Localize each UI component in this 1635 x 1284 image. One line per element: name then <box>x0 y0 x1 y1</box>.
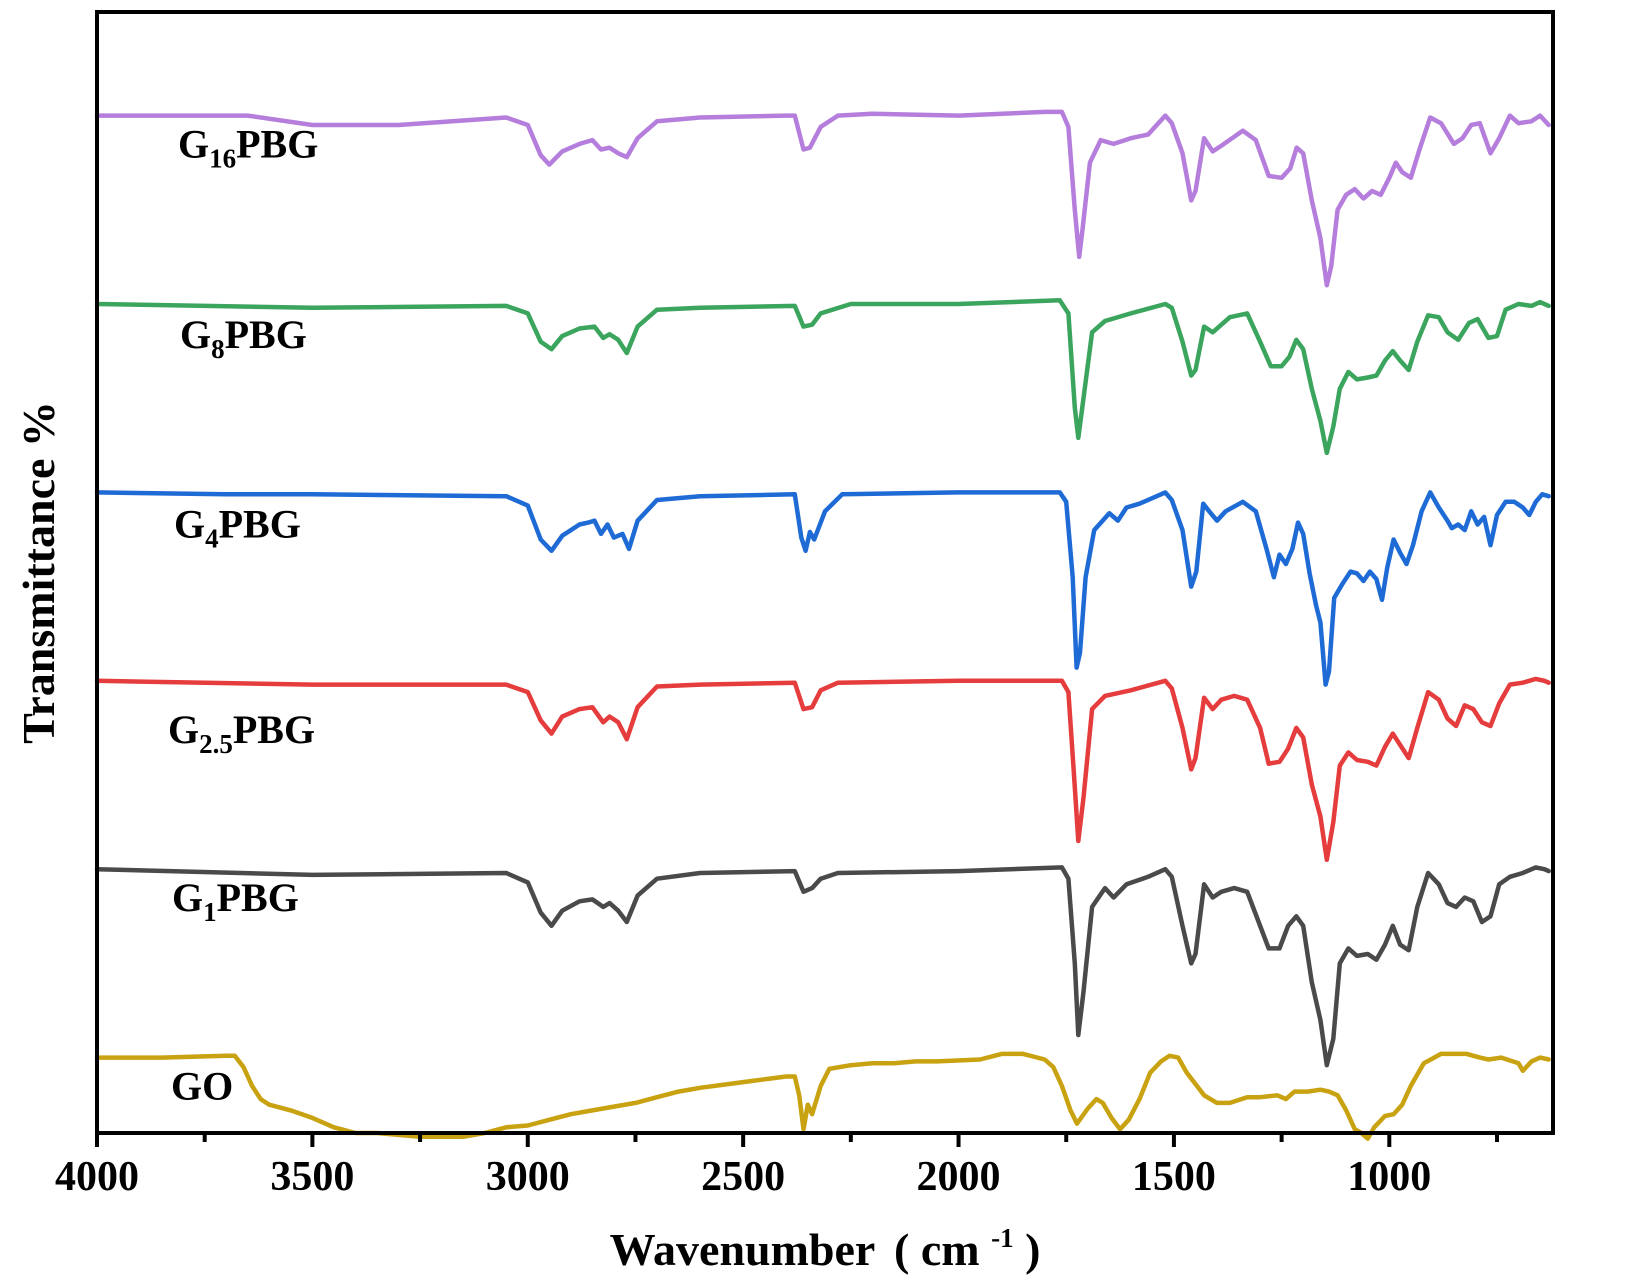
x-tick-label: 4000 <box>55 1154 139 1200</box>
x-tick-label: 1000 <box>1347 1154 1431 1200</box>
x-axis-title-unit: cm <box>921 1224 980 1275</box>
series-label-suffix: PBG <box>219 501 301 546</box>
series-label-suffix: PBG <box>225 312 307 357</box>
x-axis-title-unit-close: ) <box>1025 1224 1040 1275</box>
x-tick-label: 2500 <box>701 1154 785 1200</box>
series-line-g2-5pbg <box>94 676 1551 863</box>
series-label-g8pbg: G8PBG <box>180 312 307 364</box>
series-label-base: G <box>174 501 205 546</box>
x-tick-layer: 4000 3500 3000 2500 2000 1500 1000 <box>55 1133 1499 1200</box>
x-axis-title-text: Wavenumber <box>610 1224 875 1275</box>
series-label-subscript: 4 <box>205 523 219 553</box>
series-label-subscript: 2.5 <box>199 729 233 759</box>
series-label-base: G <box>168 707 199 752</box>
series-line-g1pbg <box>94 865 1551 1068</box>
x-tick-label: 3500 <box>270 1154 354 1200</box>
series-label-g16pbg: G16PBG <box>178 122 318 174</box>
series-label-base: G <box>180 312 211 357</box>
series-label-g1pbg: G1PBG <box>172 875 299 927</box>
y-axis-title: Transmittance % <box>13 401 64 744</box>
series-label-suffix: PBG <box>233 707 315 752</box>
series-label-suffix: PBG <box>217 875 299 920</box>
series-label-base: G <box>172 875 203 920</box>
x-tick-label: 3000 <box>486 1154 570 1200</box>
series-layer <box>94 109 1551 1141</box>
series-line-g8pbg <box>94 298 1551 456</box>
x-axis-title-unit-sup: -1 <box>991 1223 1014 1253</box>
plot-frame <box>95 10 1555 1135</box>
series-label-base: G <box>178 122 209 167</box>
x-axis-title: Wavenumber ( cm -1 ) <box>610 1206 1041 1275</box>
x-axis-title-unit-open: ( <box>894 1224 909 1275</box>
series-label-subscript: 1 <box>203 897 217 927</box>
series-line-go <box>94 1051 1551 1141</box>
series-label-suffix: PBG <box>236 122 318 167</box>
series-label-go: GO <box>171 1064 233 1109</box>
series-label-g4pbg: G4PBG <box>174 501 301 553</box>
series-line-g16pbg <box>94 109 1551 288</box>
x-tick-label: 2000 <box>917 1154 1001 1200</box>
x-tick-label: 1500 <box>1132 1154 1216 1200</box>
series-label-subscript: 16 <box>209 144 236 174</box>
series-label-subscript: 8 <box>211 334 225 364</box>
series-label-g2-5pbg: G2.5PBG <box>168 707 315 759</box>
series-line-g4pbg <box>94 490 1551 687</box>
series-label-base: GO <box>171 1064 233 1109</box>
